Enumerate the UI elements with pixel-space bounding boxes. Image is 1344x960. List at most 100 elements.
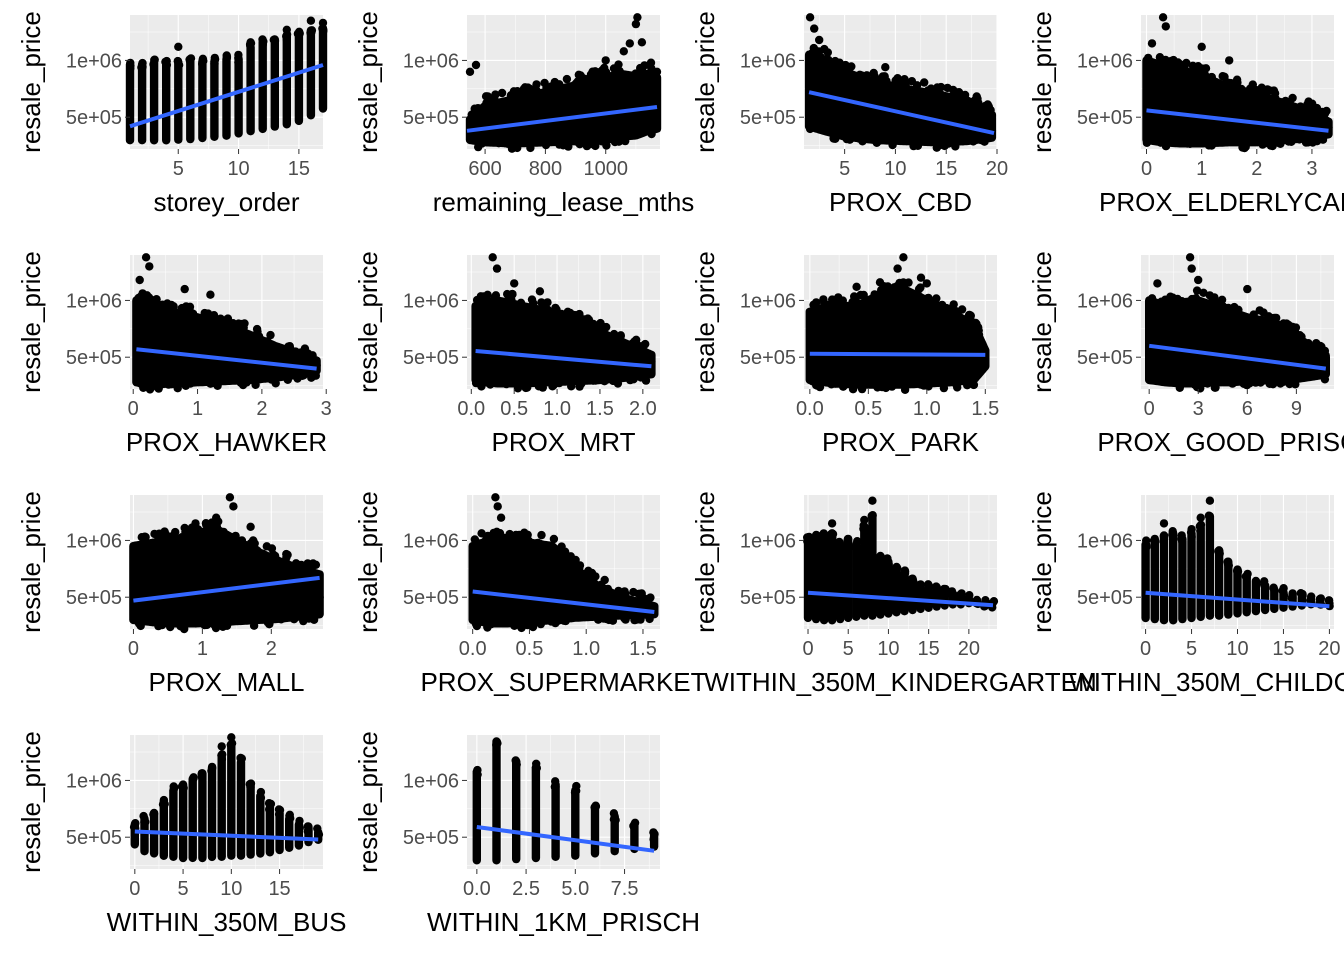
x-axis-title: WITHIN_350M_CHILDCARE <box>1069 667 1344 697</box>
data-point-column <box>571 786 580 860</box>
data-point <box>180 284 189 294</box>
x-tick-label: 2.5 <box>512 878 540 900</box>
regression-line <box>466 105 658 133</box>
data-point <box>614 586 623 596</box>
data-point <box>282 25 291 34</box>
data-point <box>860 522 869 532</box>
data-point <box>852 297 861 306</box>
data-point <box>308 351 317 360</box>
data-point-column <box>217 752 226 861</box>
data-point <box>952 380 961 389</box>
data-point <box>234 50 243 60</box>
data-point <box>200 620 209 630</box>
data-point <box>1187 264 1196 273</box>
data-point <box>649 828 658 837</box>
data-point <box>157 529 166 539</box>
data-point <box>212 513 221 522</box>
data-point <box>465 67 475 77</box>
data-point <box>1158 13 1168 22</box>
x-tick-label: 3 <box>1193 398 1204 420</box>
x-tick-label: 20 <box>1318 638 1340 660</box>
data-point <box>969 137 978 146</box>
data-point <box>958 137 967 146</box>
x-tick-label: 10 <box>220 878 242 900</box>
data-points <box>468 493 659 633</box>
data-point <box>250 539 259 548</box>
data-point <box>529 299 538 308</box>
data-point <box>963 381 972 390</box>
data-point <box>594 615 603 624</box>
y-tick-label: 5e+05 <box>1077 347 1133 369</box>
data-point <box>264 338 273 348</box>
data-point <box>847 62 856 71</box>
data-point <box>510 279 519 288</box>
data-point <box>535 287 545 296</box>
data-point <box>572 781 581 791</box>
data-point-column <box>1178 534 1187 624</box>
data-point <box>315 593 324 602</box>
data-point <box>843 537 852 547</box>
regression-line <box>807 590 994 608</box>
x-tick-label: 5 <box>173 158 184 180</box>
data-point <box>166 534 175 543</box>
y-axis-title: resale_price <box>16 731 46 873</box>
data-point-column <box>836 540 845 624</box>
data-point <box>1258 140 1267 149</box>
data-point <box>308 611 317 620</box>
data-point <box>1180 61 1189 70</box>
data-point <box>295 821 304 830</box>
x-tick-label: 1000 <box>583 158 628 180</box>
data-point <box>839 380 848 389</box>
x-tick-label: 20 <box>986 158 1008 180</box>
data-point <box>242 378 251 387</box>
data-point-column <box>186 57 195 144</box>
data-point <box>1279 377 1288 386</box>
data-point <box>208 378 217 388</box>
data-point <box>616 331 625 340</box>
x-tick-label: 0 <box>802 638 813 660</box>
data-point <box>266 330 275 340</box>
data-point <box>282 558 291 568</box>
data-point-column <box>169 786 178 861</box>
data-point-column <box>236 757 246 860</box>
x-tick-label: 0.0 <box>796 398 824 420</box>
data-point <box>1312 339 1321 348</box>
data-point <box>1238 143 1247 152</box>
data-point <box>163 306 173 315</box>
data-point <box>306 16 316 25</box>
data-point <box>923 294 932 303</box>
data-point-column <box>1169 529 1178 625</box>
data-point <box>1256 378 1265 387</box>
data-point-column <box>1233 565 1242 618</box>
x-tick-label: 1.5 <box>586 398 614 420</box>
y-tick-label: 5e+05 <box>66 587 122 609</box>
data-point <box>609 329 619 339</box>
data-point-column <box>125 60 135 145</box>
data-point <box>1310 109 1320 119</box>
data-point-column <box>803 534 813 623</box>
data-point <box>902 84 912 94</box>
x-tick-label: 15 <box>1272 638 1294 660</box>
data-point <box>1276 139 1285 148</box>
data-point-column <box>860 523 869 620</box>
data-point <box>256 787 266 797</box>
data-point <box>1177 297 1187 306</box>
regression-line <box>1145 590 1330 609</box>
data-point-column <box>1242 572 1251 617</box>
data-point <box>314 830 324 839</box>
data-point <box>575 140 584 149</box>
data-point <box>1296 589 1306 598</box>
data-point <box>631 19 641 29</box>
data-point <box>181 381 190 390</box>
x-tick-label: 15 <box>918 638 940 660</box>
data-point <box>812 530 821 540</box>
data-point <box>1159 531 1169 541</box>
data-point <box>872 138 881 147</box>
data-point <box>816 52 825 61</box>
data-point-column <box>178 780 188 863</box>
data-point-column <box>932 585 941 611</box>
scatter-panel-13: 5e+05 1e+06 0 5 10 15 WITHIN_350M_BUS resale_pr… <box>16 731 346 937</box>
data-point <box>225 493 235 502</box>
data-point <box>1232 566 1242 576</box>
data-point <box>1142 138 1152 147</box>
